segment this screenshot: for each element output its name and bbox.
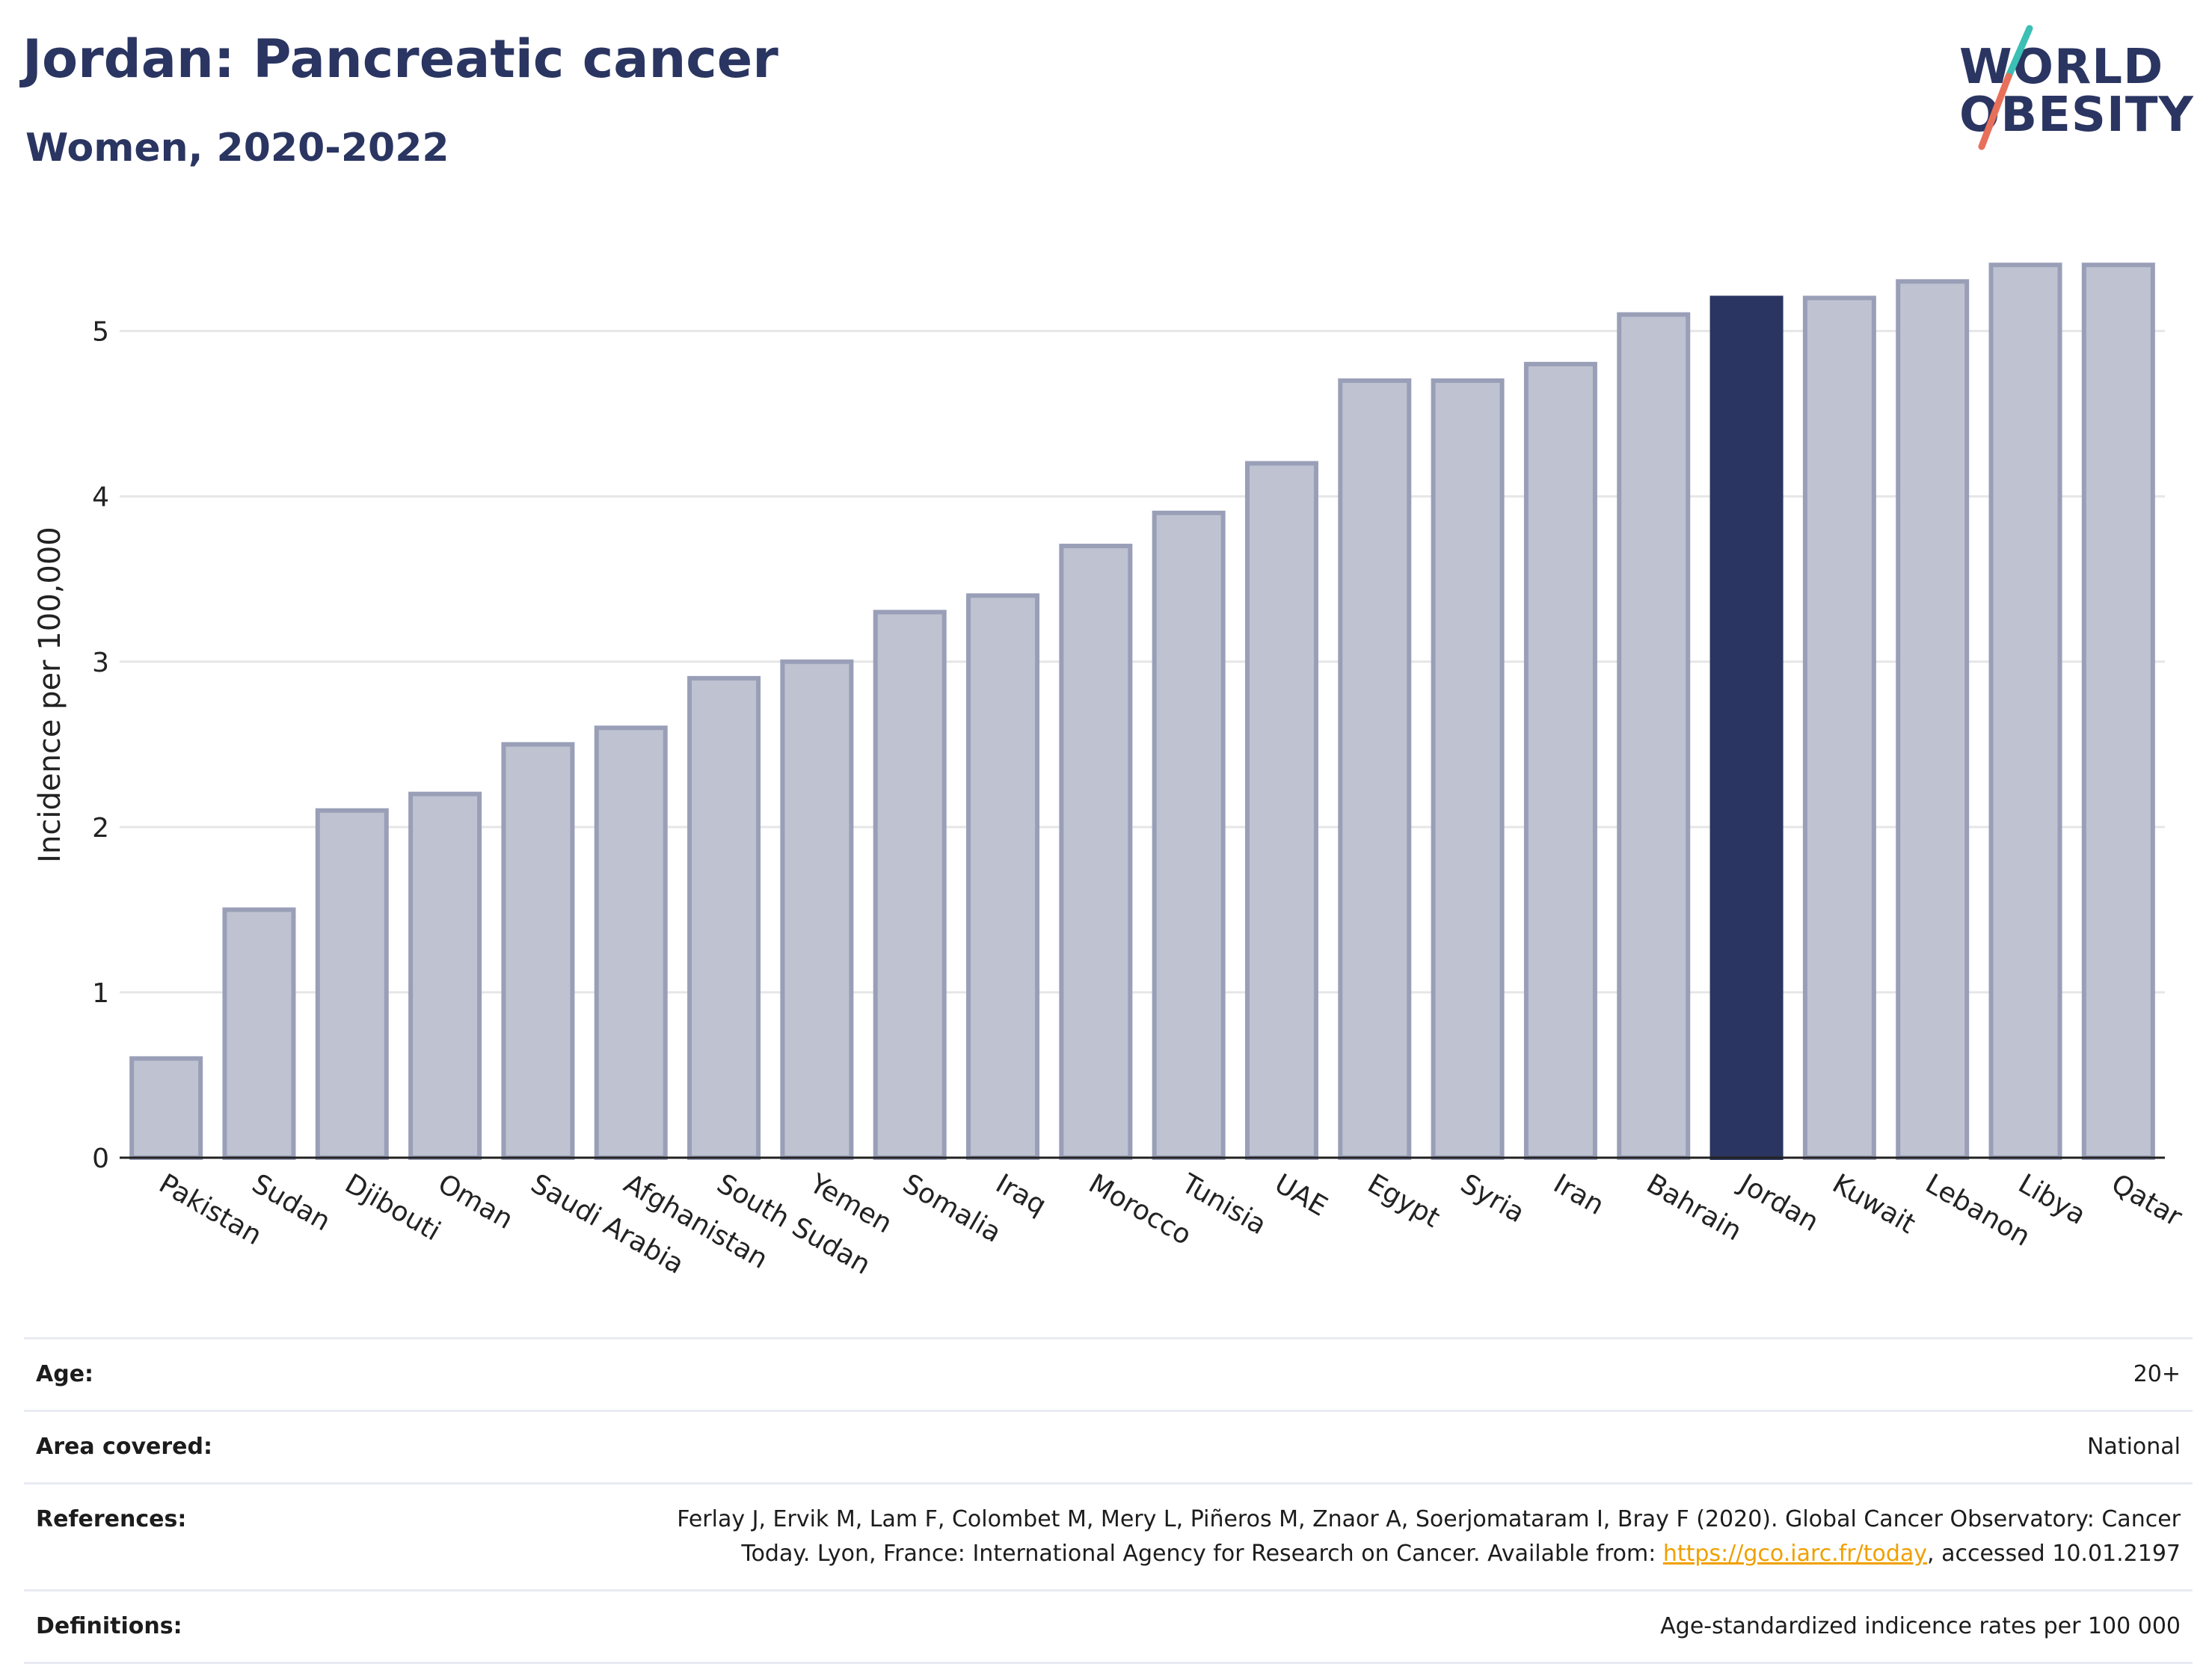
x-tick-label: Kuwait — [1827, 1168, 1920, 1240]
y-tick-label: 0 — [92, 1143, 109, 1174]
x-tick-label: Syria — [1455, 1168, 1529, 1229]
bar-jordan — [1709, 295, 1784, 1160]
bar-iraq — [966, 593, 1040, 1161]
definitions-value: Age-standardized indicence rates per 100… — [1660, 1613, 2181, 1639]
bar-afghanistan — [594, 725, 668, 1160]
bar-djibouti — [315, 808, 389, 1160]
age-label: Age: — [36, 1361, 94, 1387]
bar-kuwait — [1802, 295, 1876, 1160]
chart-subtitle: Women, 2020-2022 — [25, 126, 449, 171]
y-tick-label: 4 — [92, 482, 109, 513]
x-tick-label: Egypt — [1362, 1168, 1445, 1233]
info-table: Age: 20+ Area covered: National Referenc… — [24, 1337, 2193, 1664]
bar-syria — [1431, 378, 1505, 1161]
y-tick-label: 1 — [92, 978, 109, 1009]
y-axis-label: Incidence per 100,000 — [33, 526, 67, 863]
x-tick-label: Djibouti — [340, 1168, 445, 1247]
logo-slash-icon — [1978, 25, 2033, 150]
x-tick-label: Bahrain — [1641, 1168, 1747, 1247]
bar-south-sudan — [687, 675, 761, 1160]
x-tick-label: Iraq — [991, 1168, 1051, 1221]
x-tick-label: Somalia — [897, 1168, 1006, 1249]
area-label: Area covered: — [36, 1434, 212, 1460]
logo-line-1: WORLD — [1959, 40, 2164, 95]
bar-somalia — [873, 610, 947, 1160]
x-tick-label: Oman — [433, 1168, 518, 1235]
chart-title: Jordan: Pancreatic cancer — [22, 28, 778, 90]
bar-iran — [1523, 361, 1597, 1160]
bar-yemen — [780, 659, 854, 1160]
x-tick-label: UAE — [1269, 1168, 1332, 1222]
age-value: 20+ — [2133, 1361, 2181, 1387]
y-tick-label: 3 — [92, 648, 109, 678]
area-value: National — [2086, 1434, 2181, 1460]
references-value: Ferlay J, Ervik M, Lam F, Colombet M, Me… — [648, 1502, 2181, 1571]
bar-bahrain — [1617, 312, 1691, 1160]
world-obesity-logo: WORLD OBESITY — [1952, 22, 2199, 157]
bar-uae — [1244, 461, 1318, 1160]
y-tick-label: 2 — [92, 813, 109, 844]
info-row-age: Age: 20+ — [24, 1337, 2193, 1410]
x-tick-label: Lebanon — [1920, 1168, 2036, 1253]
bar-libya — [1988, 263, 2062, 1161]
x-tick-label: Qatar — [2106, 1168, 2187, 1232]
bar-pakistan — [129, 1056, 203, 1161]
y-tick-label: 5 — [92, 317, 109, 348]
x-tick-label: Pakistan — [154, 1168, 267, 1251]
bar-egypt — [1338, 378, 1412, 1161]
bar-saudi-arabia — [501, 742, 575, 1160]
bar-sudan — [222, 907, 296, 1161]
x-tick-label: South Sudan — [712, 1168, 876, 1280]
references-text: Ferlay J, Ervik M, Lam F, Colombet M, Me… — [677, 1506, 2181, 1567]
info-row-definitions: Definitions: Age-standardized indicence … — [24, 1589, 2193, 1664]
bar-qatar — [2081, 263, 2155, 1161]
info-row-references: References: Ferlay J, Ervik M, Lam F, Co… — [24, 1482, 2193, 1589]
bar-lebanon — [1896, 279, 1970, 1161]
x-tick-label: Iran — [1548, 1168, 1609, 1221]
references-label: References: — [36, 1506, 187, 1532]
references-accessed: , accessed 10.01.2197 — [1927, 1541, 2181, 1567]
x-tick-label: Morocco — [1084, 1168, 1196, 1251]
x-tick-label: Jordan — [1733, 1167, 1823, 1238]
bars — [129, 263, 2155, 1161]
info-row-area: Area covered: National — [24, 1410, 2193, 1482]
references-link[interactable]: https://gco.iarc.fr/today — [1662, 1541, 1928, 1567]
bar-tunisia — [1152, 510, 1226, 1161]
definitions-label: Definitions: — [36, 1613, 182, 1639]
bar-oman — [408, 791, 482, 1161]
bar-morocco — [1059, 544, 1133, 1160]
